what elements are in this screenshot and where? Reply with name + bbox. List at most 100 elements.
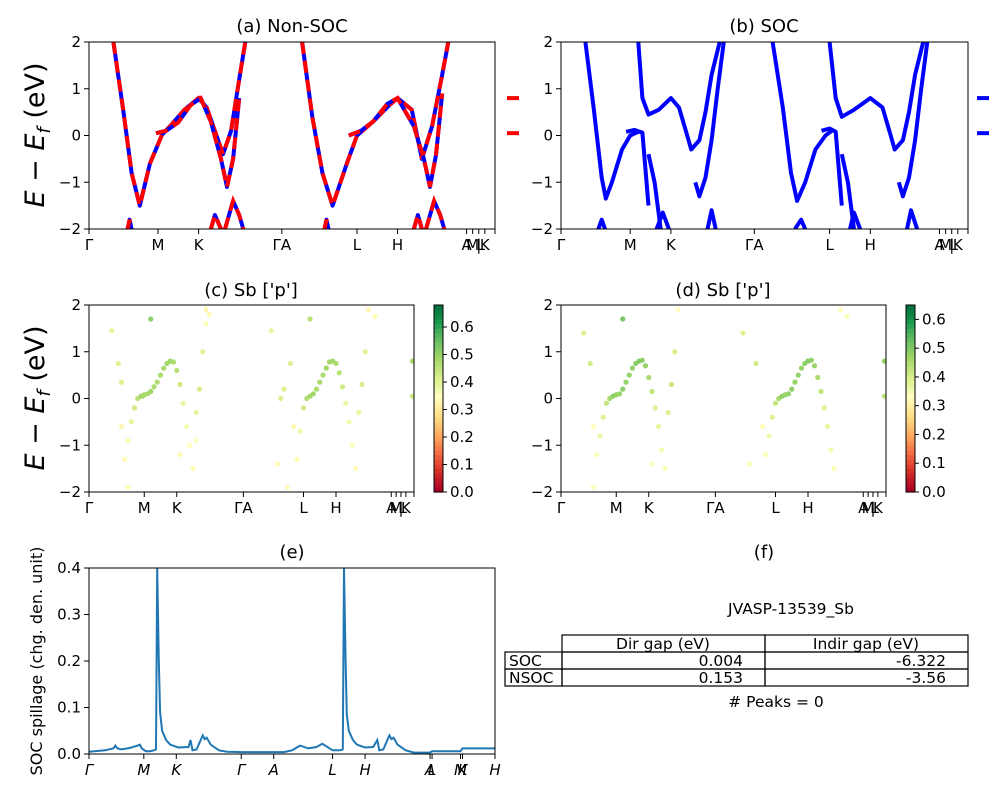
scatter-point <box>278 395 284 402</box>
colorbar-segment <box>906 328 915 334</box>
x-tick-label: | <box>476 236 481 254</box>
band-line <box>155 96 242 189</box>
y-tick-label: 0 <box>71 127 81 145</box>
band-line <box>583 42 640 201</box>
y-tick-label: −2 <box>531 220 553 238</box>
y-tick-label: 0 <box>543 127 553 145</box>
scatter-point <box>157 372 164 378</box>
scatter-point <box>333 360 339 367</box>
y-tick-label: 0.2 <box>57 652 81 670</box>
y-tick-label: 0.0 <box>57 745 81 763</box>
scatter-point <box>346 419 352 425</box>
colorbar-segment <box>906 356 915 362</box>
colorbar-tick-label: 0.5 <box>450 346 474 364</box>
scatter-point <box>881 393 886 399</box>
x-tick-label: Γ <box>85 236 94 254</box>
scatter-point <box>154 379 160 385</box>
colorbar-segment <box>906 370 915 376</box>
colorbar-segment <box>434 361 443 367</box>
band-line <box>223 198 246 229</box>
scatter-point <box>180 400 186 406</box>
colorbar-segment <box>906 365 915 372</box>
plot-area <box>581 307 886 490</box>
scatter-point <box>339 384 346 390</box>
x-tick-label: H <box>802 499 813 517</box>
scatter-point <box>206 311 212 317</box>
scatter-point <box>115 360 121 367</box>
scatter-point <box>597 433 603 439</box>
band-line <box>896 42 930 199</box>
scatter-point <box>200 349 206 355</box>
colorbar-segment <box>906 398 915 404</box>
x-tick-label: K <box>873 499 884 517</box>
scatter-point <box>665 409 671 416</box>
scatter-point <box>792 379 798 385</box>
scatter-point <box>291 423 297 430</box>
colorbar-tick-label: 0.1 <box>450 456 474 474</box>
colorbar-segment <box>906 347 915 353</box>
scatter-point <box>336 370 342 376</box>
colorbar-segment <box>434 389 443 395</box>
x-tick-label: A <box>386 499 397 517</box>
scatter-point <box>128 419 134 425</box>
scatter-point <box>639 357 645 363</box>
x-tick-label: A <box>461 236 472 254</box>
y-tick-label: 0.3 <box>57 606 81 624</box>
scatter-point <box>789 386 795 392</box>
colorbar-tick-label: 0.3 <box>922 397 946 415</box>
panel-e: (e) SOC spillage (chg. den. unit) 0.0 0.1… <box>27 542 501 779</box>
x-tick-label: K <box>953 236 964 254</box>
scatter-point <box>881 358 886 364</box>
scatter-point <box>798 365 805 371</box>
scatter-point <box>323 365 329 371</box>
colorbar-segment <box>906 337 915 343</box>
y-tick-label: 0 <box>543 390 553 408</box>
x-tick-label: Γ <box>557 499 566 517</box>
scatter-point <box>109 328 115 334</box>
band-line <box>646 153 663 229</box>
colorbar-segment <box>434 347 443 353</box>
x-tick-label: M <box>137 761 150 779</box>
colorbar-segment <box>906 319 915 325</box>
colorbar-frame <box>905 304 916 493</box>
scatter-point <box>772 400 779 406</box>
scatter-point <box>161 365 167 371</box>
panel-b-title: (b) SOC <box>729 16 798 37</box>
y-label-part: (eV) <box>20 63 51 128</box>
colorbar-segment <box>434 403 443 409</box>
colorbar-segment <box>434 342 443 348</box>
plot-area <box>583 42 930 229</box>
scatter-point <box>590 484 597 490</box>
scatter-point <box>815 374 821 381</box>
x-tick-label: H <box>489 761 500 779</box>
x-tick-label: K <box>401 499 412 517</box>
colorbar-tick-label: 0.3 <box>450 401 474 419</box>
scatter-point <box>603 400 610 406</box>
scatter-point <box>831 466 837 472</box>
colorbar-segment <box>906 342 915 348</box>
panel-f-caption: JVASP-13539_Sb <box>727 600 854 619</box>
scatter-point <box>763 452 769 458</box>
table-row-soc-label: SOC <box>509 652 542 670</box>
x-tick-label: H <box>359 761 370 779</box>
y-tick-label: 1 <box>543 80 553 98</box>
colorbar-segment <box>434 421 443 428</box>
scatter-point <box>174 367 180 374</box>
table-row-soc-dir: 0.004 <box>699 652 743 670</box>
colorbar-segment <box>906 393 915 400</box>
x-tick-label: Γ <box>557 236 566 254</box>
scatter-point <box>131 405 138 411</box>
scatter-point <box>828 447 834 453</box>
y-tick-label: −2 <box>59 220 81 238</box>
scatter-point <box>151 384 157 390</box>
scatter-point <box>177 381 183 388</box>
scatter-point <box>811 363 818 369</box>
scatter-point <box>818 388 824 395</box>
band-line-overlay <box>322 219 331 229</box>
panel-c-ylabel: E − Ef (eV) <box>20 326 55 471</box>
scatter-point <box>808 357 814 363</box>
scatter-point <box>170 359 177 365</box>
